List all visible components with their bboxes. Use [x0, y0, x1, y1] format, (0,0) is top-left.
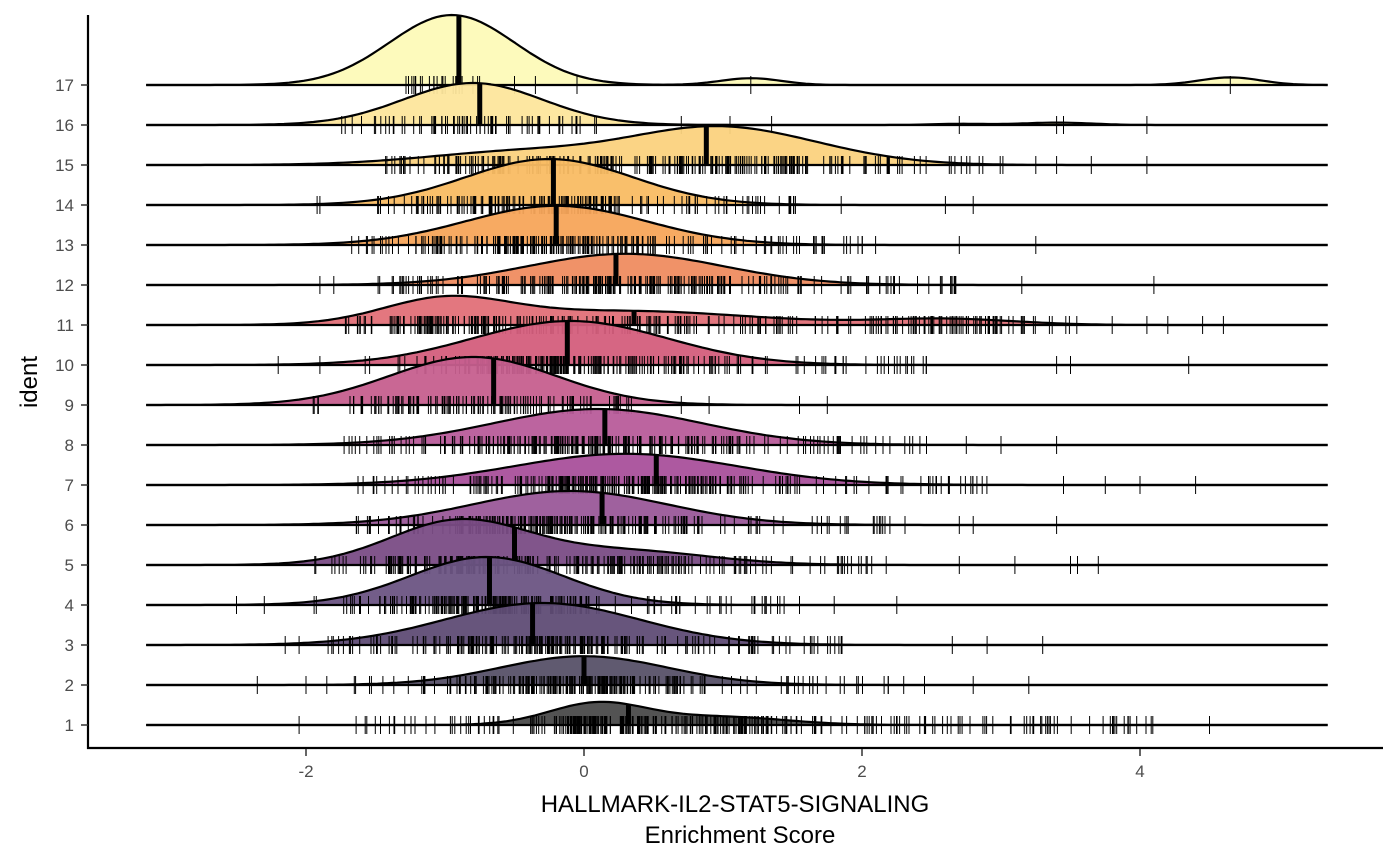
rug-group-1 [298, 716, 1210, 734]
axes-group [86, 15, 1383, 750]
ridge-group-1 [146, 700, 1328, 734]
ridge-group-3 [146, 601, 1328, 654]
y-tick-label: 15 [55, 156, 74, 175]
ridge-group-17 [146, 13, 1328, 94]
y-tick-label: 16 [55, 116, 74, 135]
y-tick-label: 11 [56, 316, 74, 335]
y-tick-label: 8 [65, 436, 74, 455]
y-tick-label: 5 [65, 556, 74, 575]
ridge-fill-4 [146, 557, 1328, 605]
ridge-fill-5 [146, 519, 1328, 565]
ridge-group-16 [146, 81, 1328, 134]
ridge-outline-2 [146, 655, 1328, 687]
ridge-group-10 [146, 319, 1328, 374]
rug-group-13 [351, 236, 1037, 254]
ridge-group-11 [146, 294, 1328, 334]
y-tick-label: 14 [55, 196, 74, 215]
ridge-fill-1 [146, 701, 1328, 725]
rug-group-16 [341, 116, 1148, 134]
rug-group-2 [256, 676, 1030, 694]
ridge-group-7 [146, 452, 1328, 494]
y-tick-label: 1 [65, 716, 74, 735]
x-tick-label: 2 [857, 762, 866, 781]
ridge-group-8 [146, 407, 1328, 454]
y-tick-label: 10 [55, 356, 74, 375]
ridge-group-12 [146, 252, 1328, 294]
ridge-group-9 [146, 355, 1328, 414]
ridge-group-15 [146, 125, 1328, 174]
x-axis-subtitle: Enrichment Score [645, 822, 836, 849]
ridge-fill-8 [146, 409, 1328, 445]
ridge-fill-10 [146, 321, 1328, 365]
ridge-group-2 [146, 655, 1328, 694]
y-tick-label: 4 [65, 596, 74, 615]
y-tick-label: 3 [65, 636, 74, 655]
ridge-fill-6 [146, 491, 1328, 525]
ridge-outline-17 [146, 13, 1328, 87]
ridge-group-14 [146, 157, 1328, 214]
ridge-group-5 [146, 517, 1328, 574]
ridge-fill-15 [146, 126, 1328, 165]
y-tick-label: 13 [55, 236, 74, 255]
ridge-fill-16 [146, 83, 1328, 125]
x-axis-title: HALLMARK-IL2-STAT5-SIGNALING [541, 791, 930, 818]
ridges-group [146, 13, 1328, 734]
x-tick-label: 4 [1135, 762, 1144, 781]
rug-group-7 [357, 476, 1197, 494]
y-tick-label: 6 [65, 516, 74, 535]
ridge-fill-17 [146, 15, 1328, 85]
y-axis-title: ident [16, 356, 43, 408]
x-ticks-group: -2 0 2 4 [298, 749, 1145, 781]
x-tick-label: 0 [579, 762, 588, 781]
ridge-outline-3 [146, 601, 1328, 647]
ridge-group-4 [146, 555, 1328, 614]
ridge-fill-9 [146, 357, 1328, 405]
ridge-fill-3 [146, 603, 1328, 645]
ridge-fill-7 [146, 453, 1328, 485]
ridge-fill-14 [146, 159, 1328, 205]
y-tick-label: 9 [65, 396, 74, 415]
y-tick-label: 7 [65, 476, 74, 495]
y-tick-label: 12 [55, 276, 74, 295]
y-tick-label: 2 [65, 676, 74, 695]
ridge-group-13 [146, 204, 1328, 254]
ridge-fill-13 [146, 205, 1328, 245]
x-tick-label: -2 [298, 762, 313, 781]
ridge-outline-16 [146, 81, 1328, 127]
rug-group-8 [343, 436, 1058, 454]
ridge-outline-13 [146, 204, 1328, 247]
ridge-group-6 [146, 489, 1328, 534]
rug-group-3 [284, 636, 1044, 654]
y-tick-label: 17 [55, 76, 74, 95]
